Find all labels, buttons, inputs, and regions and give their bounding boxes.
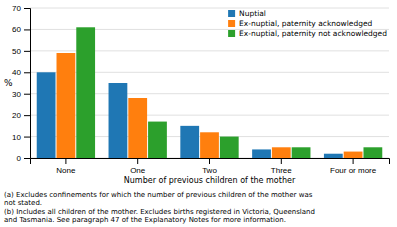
- x-axis-title: Number of previous children of the mothe…: [124, 176, 296, 185]
- grid-line: [30, 8, 389, 9]
- bar: [344, 152, 363, 158]
- x-tick: Three: [271, 158, 292, 175]
- x-tick-mark: [137, 158, 138, 164]
- y-tick-mark: [24, 51, 30, 52]
- y-tick-label: 70: [12, 4, 21, 13]
- y-axis-title: %: [4, 78, 13, 88]
- bar: [37, 72, 56, 158]
- y-tick-label: 60: [12, 25, 21, 34]
- y-axis: 0 10 20 30 40 50 60 70: [12, 4, 30, 163]
- y-tick: 0: [17, 154, 30, 163]
- legend-label: Nuptial: [239, 9, 266, 18]
- y-tick-mark: [24, 29, 30, 30]
- x-tick: Four or more: [330, 158, 377, 175]
- bars: [37, 27, 383, 158]
- x-tick-label: None: [56, 166, 76, 175]
- bar: [148, 122, 167, 158]
- footnote-line: (b) Includes all children of the mother.…: [4, 208, 315, 216]
- legend-item: Nuptial: [228, 9, 266, 18]
- y-tick-mark: [24, 72, 30, 73]
- y-tick: 10: [12, 133, 30, 142]
- bar: [109, 83, 128, 158]
- x-tick-mark: [65, 158, 66, 164]
- y-tick-mark: [24, 8, 30, 9]
- bar: [200, 132, 219, 158]
- x-tick-label: Four or more: [330, 166, 377, 175]
- legend-swatch: [228, 30, 235, 37]
- y-tick: 70: [12, 4, 30, 13]
- x-tick-label: Three: [271, 166, 292, 175]
- legend: NuptialEx-nuptial, paternity acknowledge…: [228, 9, 387, 38]
- footnote-line: (a) Excludes confinements for which the …: [4, 191, 313, 199]
- y-tick: 40: [12, 68, 30, 77]
- y-tick-label: 50: [12, 47, 21, 56]
- y-tick-mark: [24, 137, 30, 138]
- legend-label: Ex-nuptial, paternity acknowledged: [239, 19, 372, 28]
- bar: [252, 149, 271, 158]
- y-tick-mark: [24, 115, 30, 116]
- x-tick-label: One: [130, 166, 146, 175]
- chart: 0 10 20 30 40 50 60 70 None One Two Three Four or mo…: [0, 0, 397, 227]
- y-tick: 30: [12, 90, 30, 99]
- footnote-line: and Tasmania. See paragraph 47 of the Ex…: [4, 216, 286, 224]
- y-tick-label: 10: [12, 133, 21, 142]
- x-tick-mark: [281, 158, 282, 164]
- footnotes: (a) Excludes confinements for which the …: [4, 191, 315, 224]
- legend-item: Ex-nuptial, paternity acknowledged: [228, 19, 372, 28]
- y-tick-label: 0: [17, 154, 22, 163]
- bar: [57, 53, 76, 158]
- x-tick-label: Two: [202, 166, 217, 175]
- x-axis-line: [31, 159, 390, 165]
- bar: [292, 147, 311, 158]
- grid: [30, 8, 389, 158]
- x-axis: None One Two Three Four or more: [31, 158, 390, 175]
- bar: [180, 126, 199, 158]
- x-tick: One: [130, 158, 146, 175]
- legend-label: Ex-nuptial, paternity not acknowledged: [239, 29, 387, 38]
- x-tick-mark: [209, 158, 210, 164]
- footnote-line: not stated.: [4, 199, 42, 207]
- legend-swatch: [228, 20, 235, 27]
- y-tick: 60: [12, 25, 30, 34]
- y-axis-line: [24, 9, 31, 159]
- footnote: (b) Includes all children of the mother.…: [4, 208, 315, 224]
- y-tick: 20: [12, 111, 30, 120]
- bar: [324, 154, 343, 158]
- plot: 0 10 20 30 40 50 60 70 None One Two Three Four or mo…: [12, 4, 389, 175]
- y-tick-label: 40: [12, 68, 21, 77]
- y-tick: 50: [12, 47, 30, 56]
- y-tick-mark: [24, 158, 30, 159]
- bar: [272, 147, 291, 158]
- bar: [363, 147, 382, 158]
- x-tick-mark: [353, 158, 354, 164]
- legend-item: Ex-nuptial, paternity not acknowledged: [228, 29, 387, 38]
- y-tick-mark: [24, 94, 30, 95]
- bar: [128, 98, 147, 158]
- footnote: (a) Excludes confinements for which the …: [4, 191, 313, 207]
- y-tick-label: 20: [12, 111, 21, 120]
- x-tick: None: [56, 158, 76, 175]
- bar: [220, 137, 239, 158]
- bar: [76, 27, 95, 158]
- y-tick-label: 30: [12, 90, 21, 99]
- legend-swatch: [228, 10, 235, 17]
- x-tick: Two: [202, 158, 217, 175]
